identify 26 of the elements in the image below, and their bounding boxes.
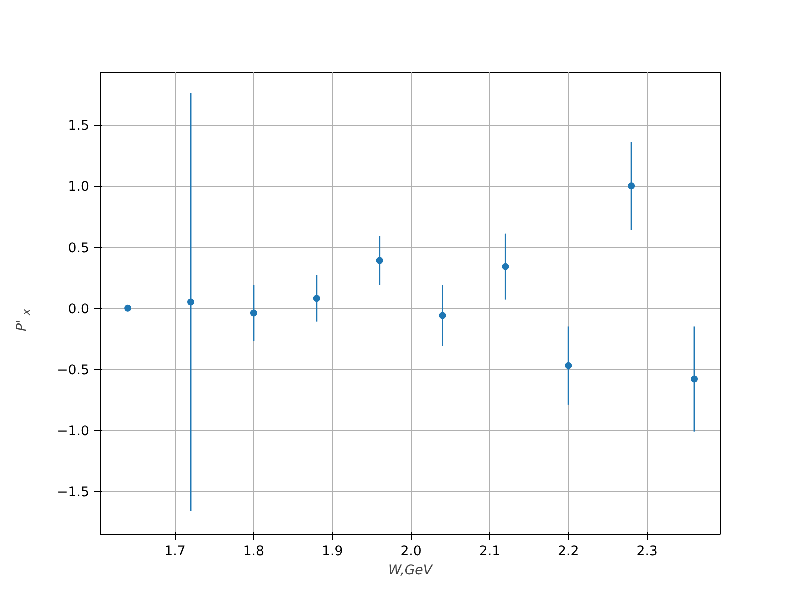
point [124, 304, 132, 312]
y-tick-label: −0.5 [57, 364, 90, 378]
point [250, 310, 258, 317]
x-tick-label: 1.9 [322, 544, 344, 560]
x-axis-title: W,GeV [388, 564, 434, 578]
y-tick-label: 0.5 [68, 241, 90, 256]
x-tick-label: 2.0 [400, 544, 422, 560]
y-tick-label: −1.5 [57, 486, 90, 501]
y-axis-title: P'x [15, 308, 33, 332]
point [565, 362, 572, 370]
point [313, 295, 320, 302]
point [439, 312, 446, 320]
y-tick-label: 0.0 [68, 302, 90, 318]
point [502, 263, 510, 270]
x-tick-label: 2.1 [479, 544, 501, 560]
point [376, 257, 384, 264]
y-tick-label: 1.0 [68, 180, 90, 196]
x-tick-label: 1.7 [164, 544, 186, 560]
point [187, 298, 194, 306]
y-tick-label: −1.0 [57, 424, 90, 440]
y-tick-label: 1.5 [68, 119, 90, 134]
x-tick-label: 1.8 [243, 544, 265, 560]
point [691, 376, 698, 383]
x-tick-label: 2.2 [558, 544, 580, 560]
point [628, 182, 636, 190]
x-tick-label: 2.3 [636, 544, 658, 560]
